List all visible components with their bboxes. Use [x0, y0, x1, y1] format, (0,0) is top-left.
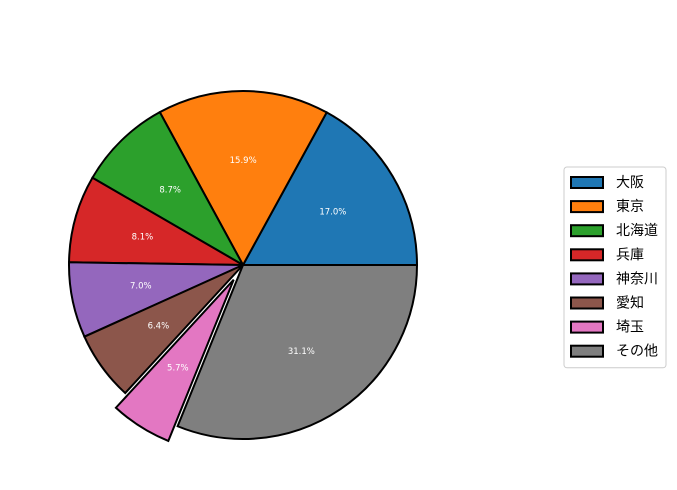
- pie-slice-6: [114, 279, 235, 443]
- pie-slice-0: [241, 111, 419, 266]
- pie-slice-5: [83, 264, 244, 395]
- legend-frame: [563, 166, 667, 369]
- pie-percent-label-2: 8.7%: [159, 186, 181, 196]
- pie-slice-2: [91, 110, 246, 268]
- legend-label-0: 大阪: [616, 175, 644, 191]
- pie-slice-1: [158, 89, 329, 268]
- pie-percent-label-4: 7.0%: [130, 282, 152, 292]
- legend-swatch-0: [570, 176, 604, 189]
- legend-label-1: 東京: [616, 199, 644, 215]
- pie-slice-3: [68, 176, 247, 267]
- legend-swatch-4: [570, 272, 604, 286]
- legend-label-4: 神奈川: [616, 271, 658, 287]
- legend-label-2: 北海道: [616, 223, 658, 239]
- legend-swatch-2: [570, 224, 604, 238]
- legend-swatch-5: [570, 296, 604, 310]
- pie-percent-label-6: 5.7%: [167, 363, 189, 373]
- legend-swatch-7: [570, 344, 604, 358]
- pie-slice-7: [176, 264, 419, 440]
- pie-percent-label-5: 6.4%: [148, 322, 170, 332]
- legend-swatch-1: [570, 200, 604, 214]
- pie-percent-label-3: 8.1%: [132, 233, 154, 243]
- pie-percent-label-0: 17.0%: [319, 207, 346, 217]
- pie-percent-label-7: 31.1%: [288, 347, 315, 357]
- legend-label-6: 埼玉: [616, 320, 644, 336]
- pie-percent-label-1: 15.9%: [230, 156, 257, 166]
- legend-label-3: 兵庫: [616, 246, 644, 263]
- legend-label-7: その他: [616, 344, 658, 360]
- legend-label-5: 愛知: [616, 295, 644, 312]
- pie-percent-labels: 17.0% 15.9% 8.7% 8.1% 7.0% 6.4% 5.7% 31.1%: [130, 156, 346, 373]
- legend-swatch-6: [570, 320, 604, 334]
- legend-swatch-3: [570, 248, 604, 262]
- pie-slices: [68, 89, 419, 443]
